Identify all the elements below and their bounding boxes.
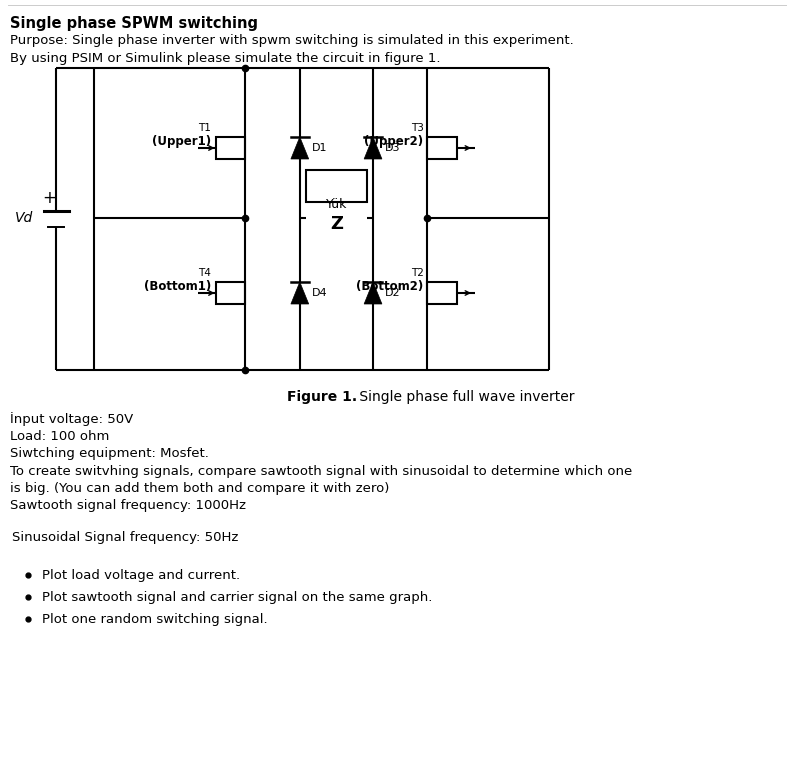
Bar bbox=[216, 282, 245, 304]
Text: D2: D2 bbox=[385, 288, 400, 298]
Bar bbox=[427, 282, 457, 304]
Bar bbox=[427, 137, 457, 159]
Text: Plot sawtooth signal and carrier signal on the same graph.: Plot sawtooth signal and carrier signal … bbox=[42, 591, 432, 604]
Text: (Upper1): (Upper1) bbox=[152, 135, 211, 148]
Polygon shape bbox=[291, 282, 309, 304]
Polygon shape bbox=[364, 282, 382, 304]
Text: Sinusoidal Signal frequency: 50Hz: Sinusoidal Signal frequency: 50Hz bbox=[12, 531, 238, 544]
Text: Z: Z bbox=[330, 215, 343, 233]
Text: Single phase full wave inverter: Single phase full wave inverter bbox=[355, 390, 575, 404]
Text: T4: T4 bbox=[198, 268, 211, 278]
Text: Purpose: Single phase inverter with spwm switching is simulated in this experime: Purpose: Single phase inverter with spwm… bbox=[10, 34, 573, 47]
Polygon shape bbox=[364, 137, 382, 159]
Text: Plot one random switching signal.: Plot one random switching signal. bbox=[42, 613, 267, 626]
Text: By using PSIM or Simulink please simulate the circuit in figure 1.: By using PSIM or Simulink please simulat… bbox=[10, 52, 440, 65]
Bar bbox=[306, 170, 367, 202]
Bar bbox=[216, 137, 245, 159]
Text: D4: D4 bbox=[312, 288, 327, 298]
Text: Siwtching equipment: Mosfet.: Siwtching equipment: Mosfet. bbox=[10, 447, 209, 460]
Text: D1: D1 bbox=[312, 143, 327, 153]
Text: D3: D3 bbox=[385, 143, 400, 153]
Text: (Bottom1): (Bottom1) bbox=[144, 280, 211, 293]
Text: Yük: Yük bbox=[326, 198, 347, 211]
Text: +: + bbox=[43, 189, 56, 207]
Text: (Upper2): (Upper2) bbox=[364, 135, 423, 148]
Text: T3: T3 bbox=[411, 123, 423, 133]
Text: Sawtooth signal frequency: 1000Hz: Sawtooth signal frequency: 1000Hz bbox=[10, 499, 246, 513]
Text: Single phase SPWM switching: Single phase SPWM switching bbox=[10, 16, 258, 31]
Text: T1: T1 bbox=[198, 123, 211, 133]
Text: Figure 1.: Figure 1. bbox=[286, 390, 357, 404]
Text: is big. (You can add them both and compare it with zero): is big. (You can add them both and compa… bbox=[10, 482, 389, 495]
Text: İnput voltage: 50V: İnput voltage: 50V bbox=[10, 412, 133, 426]
Text: To create switvhing signals, compare sawtooth signal with sinusoidal to determin: To create switvhing signals, compare saw… bbox=[10, 464, 632, 478]
Text: (Bottom2): (Bottom2) bbox=[356, 280, 423, 293]
Text: Load: 100 ohm: Load: 100 ohm bbox=[10, 429, 109, 443]
Text: Vd: Vd bbox=[15, 211, 33, 225]
Text: Plot load voltage and current.: Plot load voltage and current. bbox=[42, 569, 240, 582]
Text: T2: T2 bbox=[411, 268, 423, 278]
Polygon shape bbox=[291, 137, 309, 159]
